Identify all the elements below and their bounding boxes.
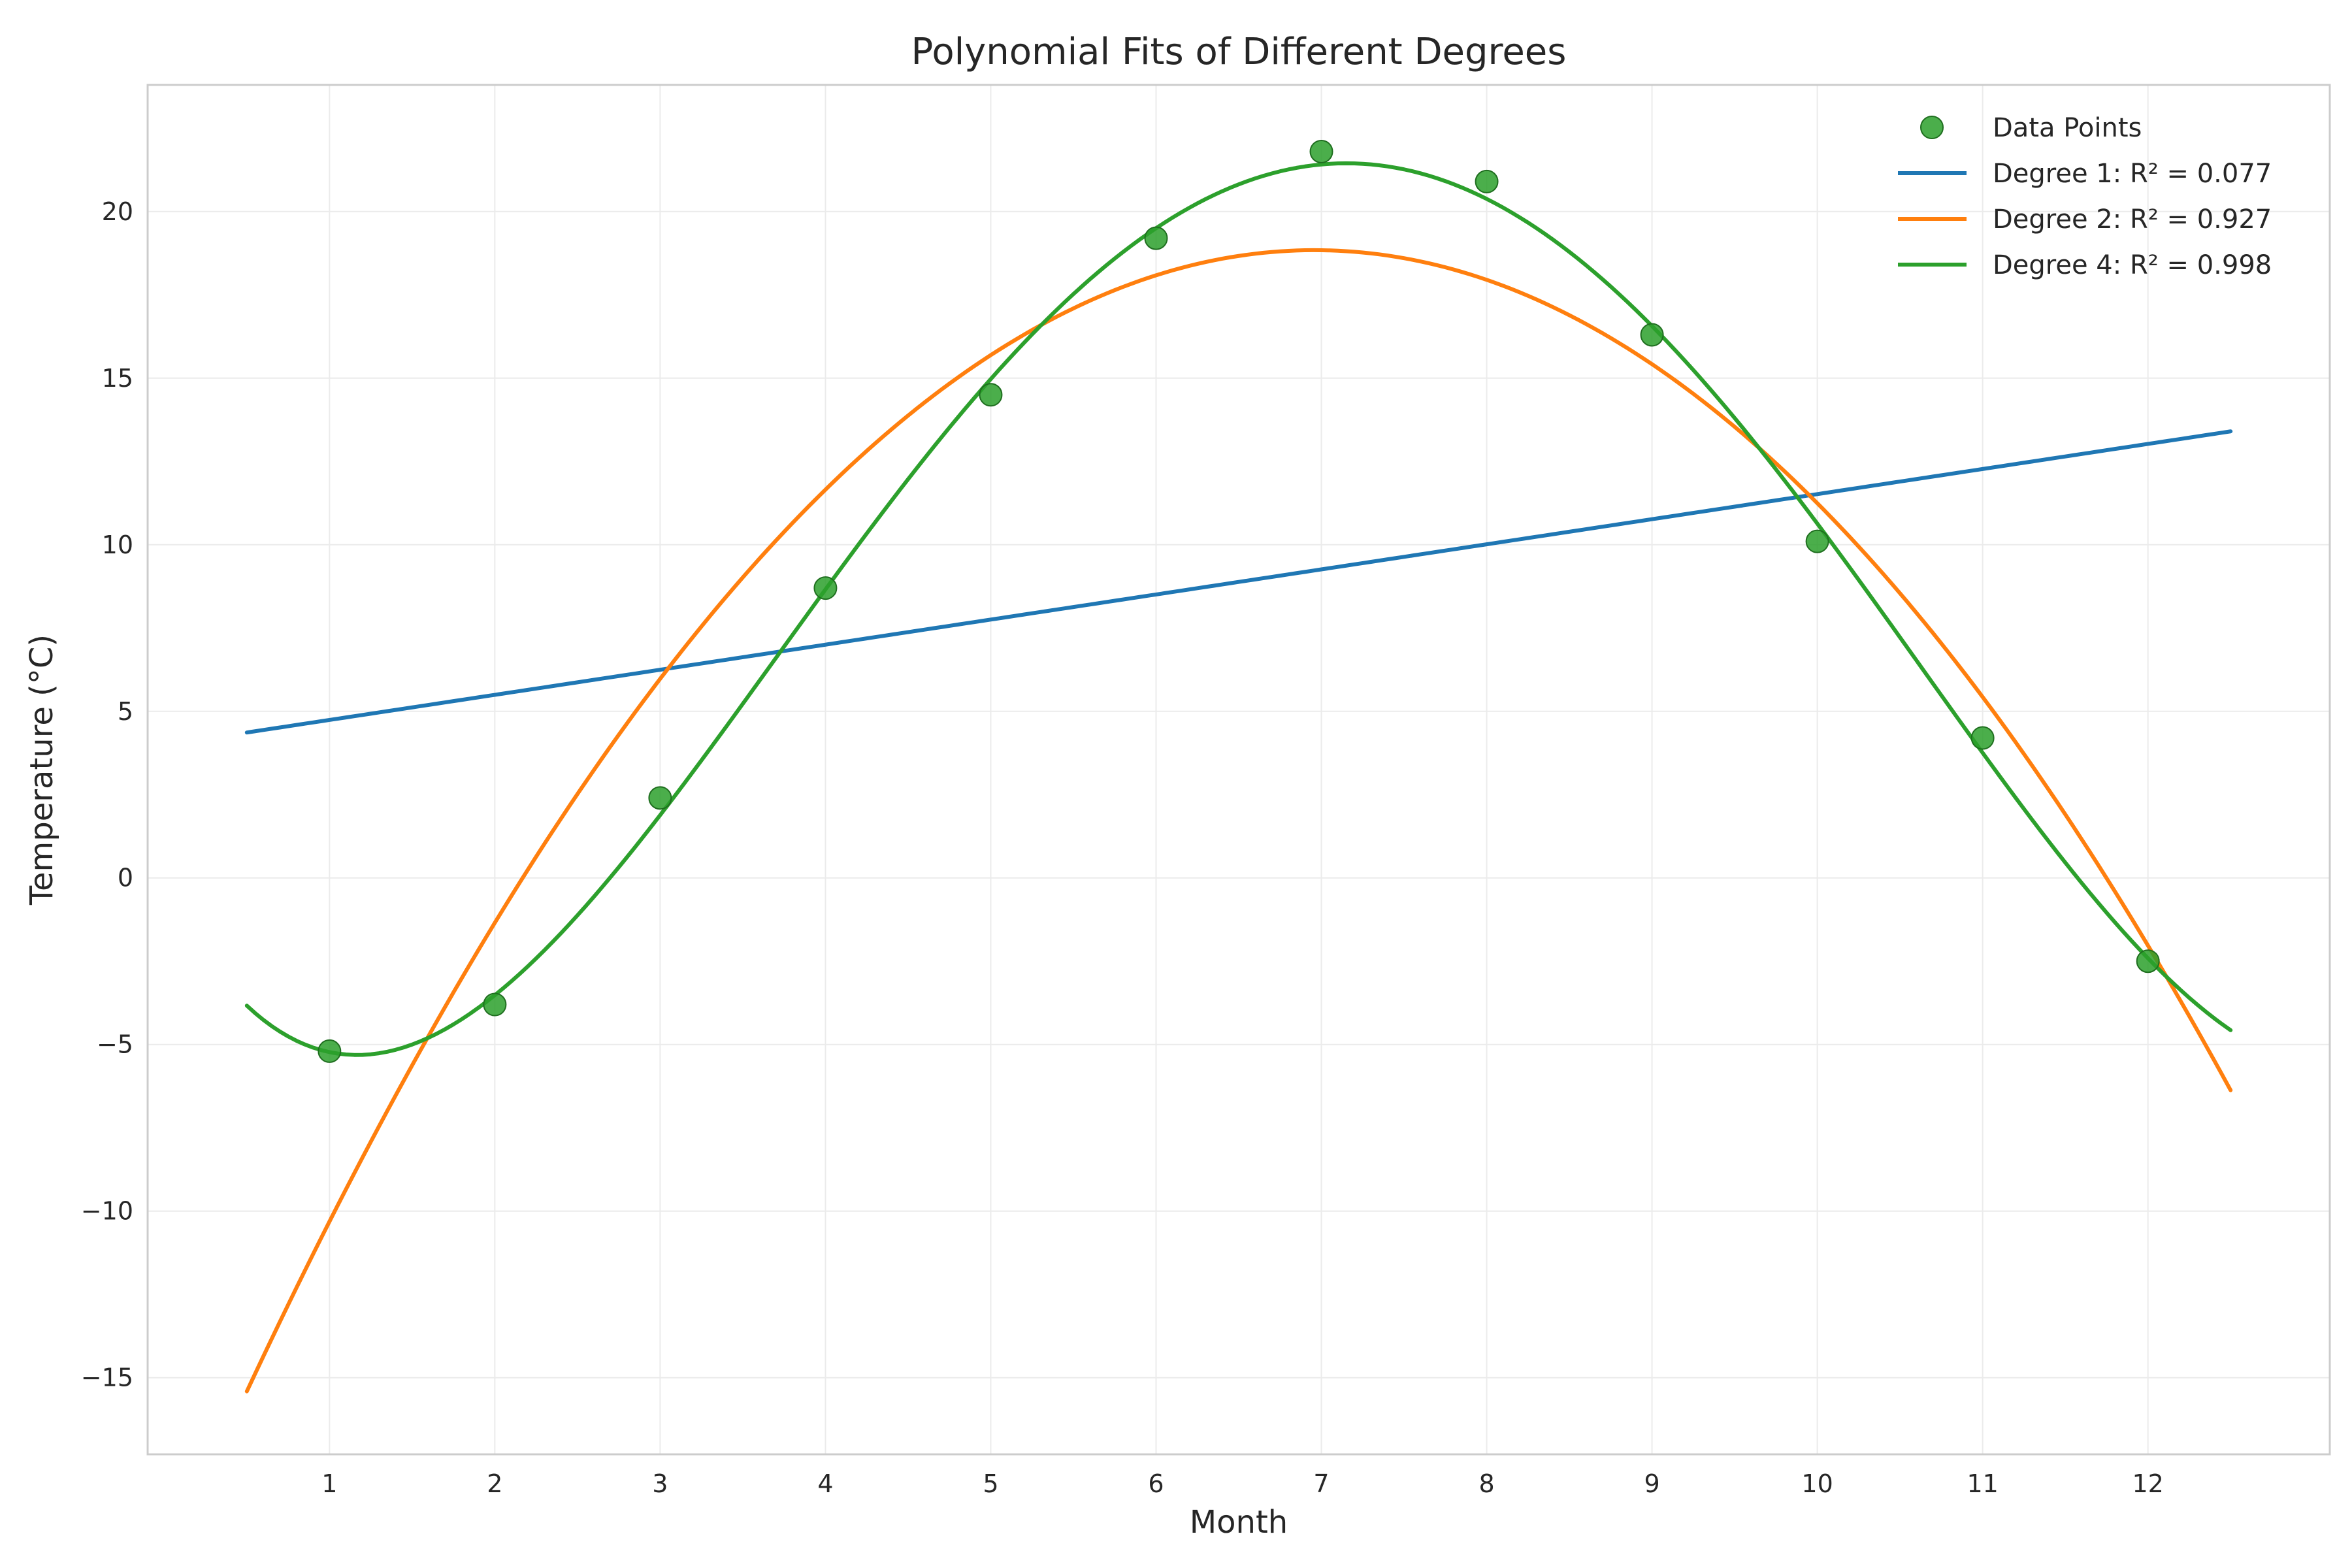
data-point <box>483 992 507 1017</box>
x-tick-label: 4 <box>817 1469 833 1498</box>
legend-label-degree-1: Degree 1: R² = 0.077 <box>1993 159 2272 189</box>
y-axis-ticks: −15 −10 −5 0 5 10 15 20 <box>81 197 133 1392</box>
data-point <box>1309 139 1333 163</box>
y-axis-title: Temperature (°C) <box>24 634 60 906</box>
y-tick-label: 10 <box>102 531 133 559</box>
data-point <box>2136 949 2160 973</box>
x-axis-title: Month <box>1190 1504 1288 1541</box>
x-tick-label: 9 <box>1644 1469 1659 1498</box>
data-point <box>1475 169 1499 193</box>
legend-label-degree-2: Degree 2: R² = 0.927 <box>1993 204 2272 235</box>
x-axis-ticks: 1 2 3 4 5 6 7 8 9 10 11 12 <box>321 1469 2164 1498</box>
x-tick-label: 5 <box>983 1469 998 1498</box>
data-point <box>813 576 838 600</box>
fit-line-degree-4 <box>244 161 2233 1057</box>
legend-label-data-points: Data Points <box>1993 113 2142 143</box>
fit-line-degree-2 <box>244 248 2233 1394</box>
fit-line-degree-1 <box>244 429 2233 735</box>
chart-title: Polynomial Fits of Different Degrees <box>911 31 1567 73</box>
x-tick-label: 2 <box>487 1469 502 1498</box>
y-tick-label: 20 <box>102 197 133 226</box>
y-tick-label: −15 <box>81 1364 133 1392</box>
x-tick-label: 11 <box>1967 1469 1998 1498</box>
data-point <box>979 383 1003 407</box>
data-point <box>1144 226 1168 250</box>
y-tick-label: 15 <box>102 364 133 393</box>
data-points <box>318 139 2160 1063</box>
x-tick-label: 7 <box>1313 1469 1329 1498</box>
plot-frame <box>146 84 2331 1456</box>
grid <box>148 85 2330 1454</box>
legend-label-degree-4: Degree 4: R² = 0.998 <box>1993 250 2272 280</box>
x-tick-label: 8 <box>1478 1469 1494 1498</box>
data-point <box>1970 726 1995 750</box>
y-tick-label: 0 <box>118 864 133 892</box>
legend-marker-data-points <box>1920 116 1944 139</box>
data-point <box>1640 323 1664 347</box>
x-tick-label: 12 <box>2132 1469 2163 1498</box>
y-tick-label: 5 <box>118 697 133 726</box>
legend: Data Points Degree 1: R² = 0.077 Degree 2:… <box>1898 113 2272 280</box>
x-tick-label: 3 <box>652 1469 668 1498</box>
y-tick-label: −10 <box>81 1197 133 1226</box>
x-tick-label: 6 <box>1148 1469 1164 1498</box>
x-tick-label: 1 <box>321 1469 337 1498</box>
data-point <box>1805 529 1829 553</box>
data-point <box>318 1039 342 1063</box>
data-point <box>648 786 672 810</box>
y-tick-label: −5 <box>97 1030 133 1059</box>
x-tick-label: 10 <box>1801 1469 1833 1498</box>
fit-lines <box>244 161 2233 1394</box>
